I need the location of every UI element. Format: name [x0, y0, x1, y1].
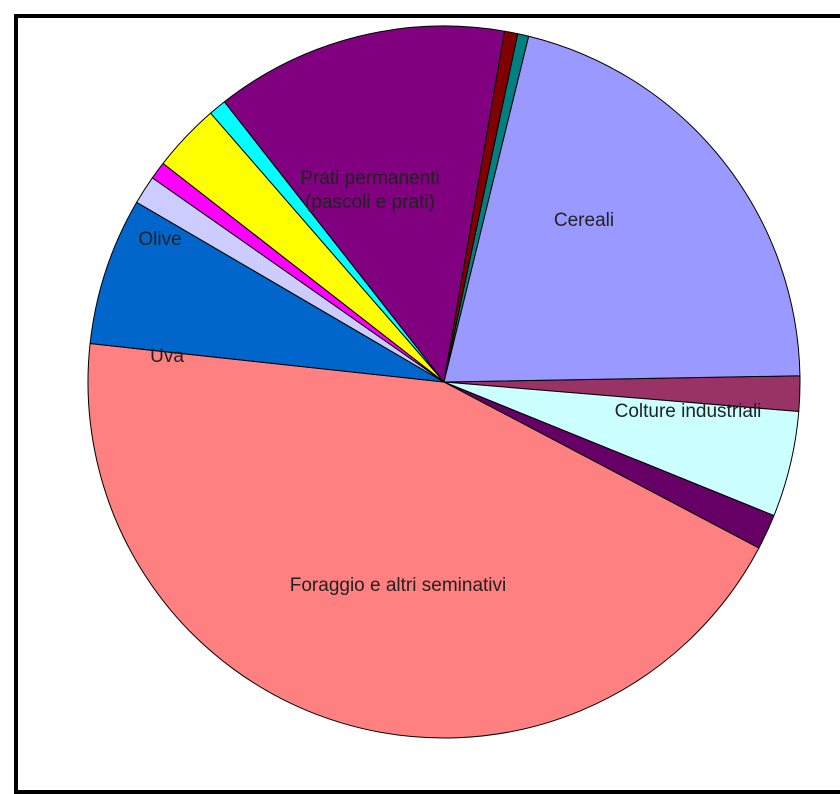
- slice-label-cereali: Cereali: [554, 210, 614, 231]
- slice-prati-permanenti: [223, 25, 506, 383]
- slice-foraggio-e-altri-seminativi: [87, 343, 760, 739]
- slice-label-prati-permanenti: Prati permanenti (pascoli e prati): [300, 168, 439, 213]
- slice-label-foraggio-e-altri-seminativi: Foraggio e altri seminativi: [290, 575, 506, 596]
- slice-label-uva: Uva: [150, 346, 184, 367]
- slice-label-colture-industriali: Colture industriali: [615, 401, 762, 422]
- slice-label-olive: Olive: [138, 229, 181, 250]
- slices-layer: [87, 25, 801, 739]
- slice-cereali: [443, 35, 801, 383]
- labels-layer: Colture industriali Foraggio e altri semi…: [138, 168, 761, 596]
- slice-uva: [89, 201, 445, 383]
- pie-chart: Colture industriali Foraggio e altri semi…: [87, 25, 801, 739]
